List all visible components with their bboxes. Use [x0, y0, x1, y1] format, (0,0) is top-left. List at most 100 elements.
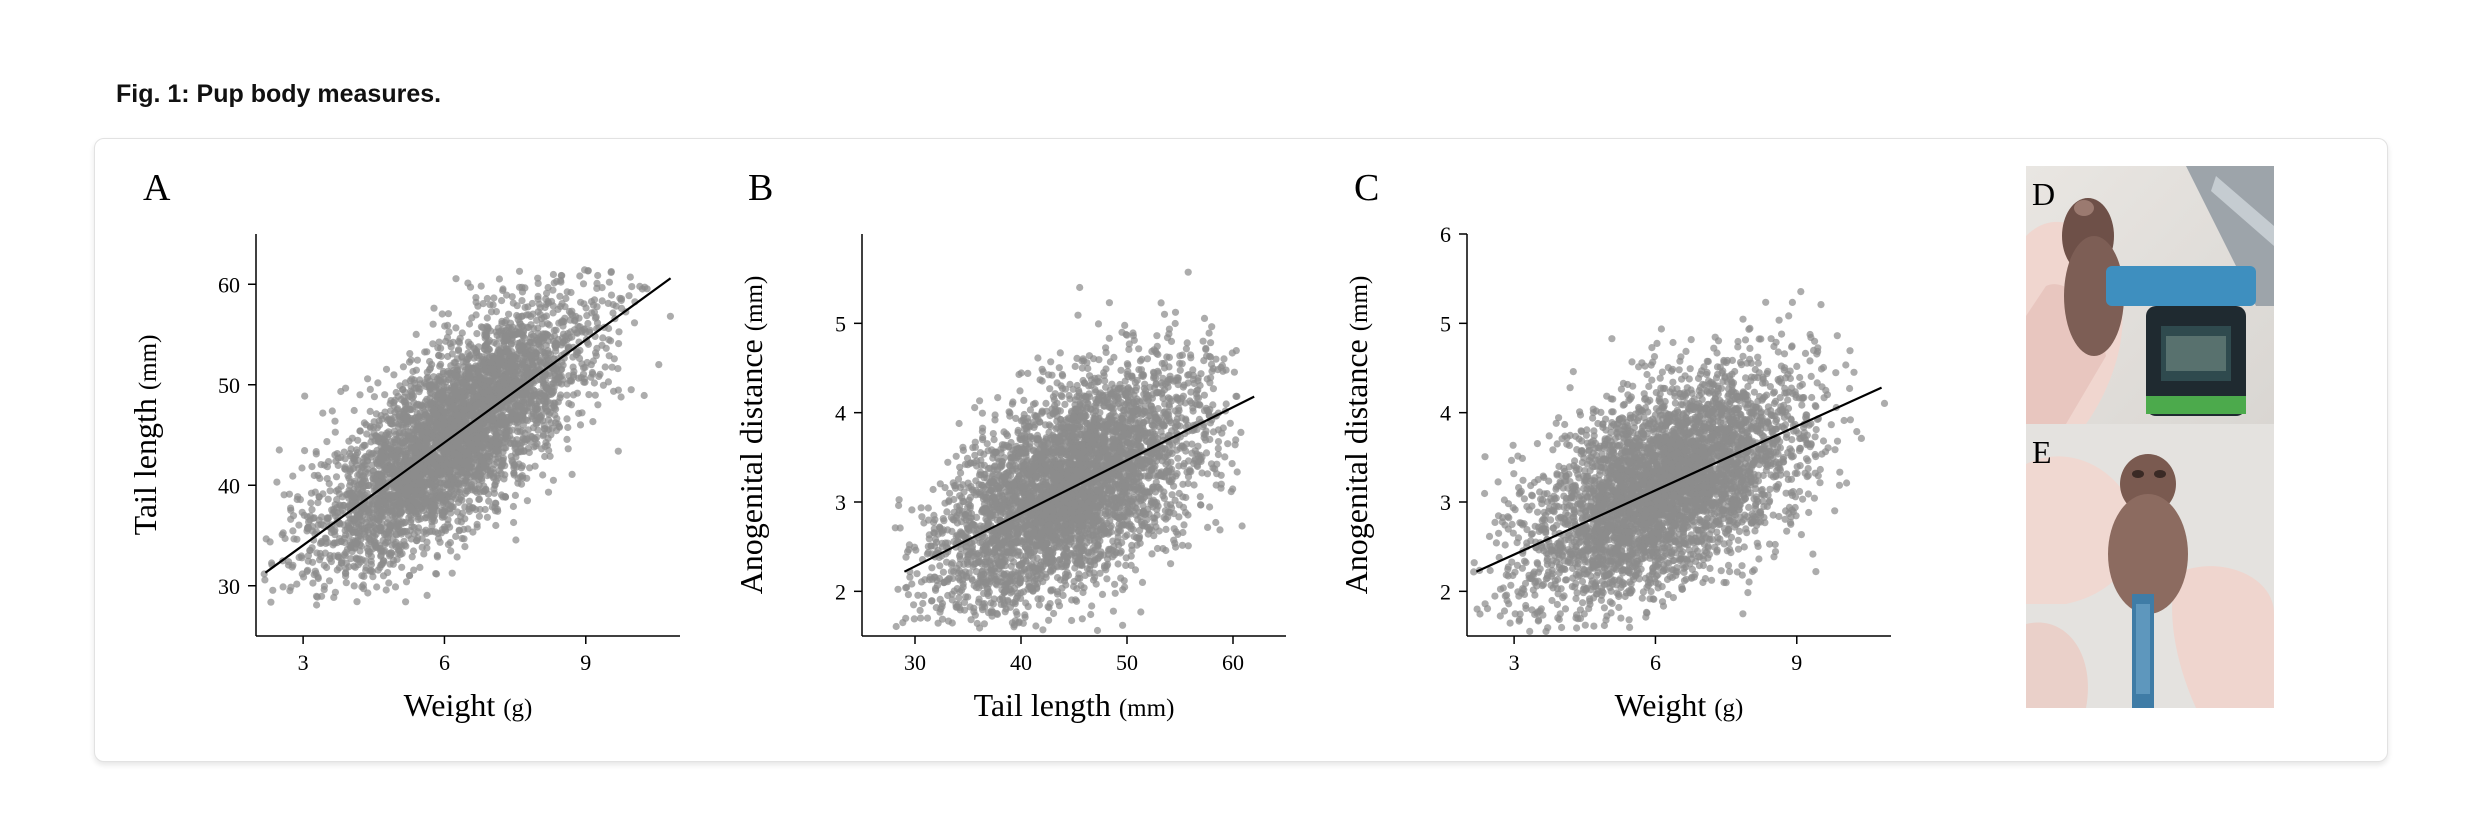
data-point	[331, 451, 339, 459]
data-point	[509, 459, 517, 467]
data-point	[453, 488, 461, 496]
data-point	[332, 473, 341, 481]
data-point	[295, 521, 303, 529]
data-point	[540, 372, 549, 380]
data-point	[353, 598, 361, 606]
data-point	[435, 351, 443, 360]
data-point	[464, 349, 472, 357]
data-point	[398, 563, 406, 571]
data-point	[1221, 453, 1229, 461]
data-point	[314, 499, 322, 507]
data-point	[345, 465, 353, 473]
data-point	[507, 339, 516, 347]
data-point	[439, 448, 447, 456]
data-point	[517, 480, 526, 488]
data-point	[594, 401, 602, 409]
data-point	[554, 398, 562, 406]
data-point	[351, 538, 359, 546]
data-point	[500, 444, 508, 452]
data-point	[518, 337, 526, 346]
data-point	[350, 562, 358, 570]
data-point	[311, 567, 319, 575]
data-point	[407, 356, 415, 364]
data-point	[542, 312, 551, 320]
y-tick-label: 30	[218, 574, 240, 599]
data-point	[509, 502, 517, 511]
data-point	[565, 307, 574, 316]
data-point	[557, 278, 565, 286]
data-point	[312, 448, 320, 456]
data-point	[439, 475, 447, 483]
data-point	[440, 418, 448, 426]
data-point	[461, 460, 469, 468]
data-point	[444, 352, 452, 361]
data-point	[534, 292, 542, 300]
data-point	[373, 515, 381, 523]
data-point	[569, 353, 577, 361]
data-point	[444, 541, 452, 549]
data-point	[563, 391, 571, 399]
data-point	[534, 274, 542, 282]
data-point	[518, 288, 527, 296]
data-point	[523, 497, 532, 505]
data-point	[539, 471, 547, 479]
data-point	[382, 431, 390, 439]
data-point	[443, 333, 452, 341]
data-point	[334, 551, 342, 560]
data-point	[279, 529, 287, 537]
data-point	[429, 340, 437, 348]
data-point	[275, 446, 283, 454]
data-point	[540, 425, 548, 433]
data-point	[558, 380, 566, 388]
y-tick-label: 60	[218, 272, 240, 297]
data-point	[472, 298, 480, 306]
data-point	[549, 476, 558, 484]
data-point	[411, 384, 419, 392]
data-point	[553, 415, 561, 423]
data-point	[415, 414, 423, 422]
data-point	[537, 413, 545, 421]
data-point	[382, 586, 390, 594]
data-point	[469, 528, 477, 536]
data-point	[319, 409, 327, 417]
data-point	[363, 515, 371, 523]
data-point	[323, 515, 332, 523]
data-point	[452, 475, 460, 483]
data-point	[362, 563, 370, 572]
data-point	[544, 354, 552, 362]
data-point	[444, 310, 452, 318]
data-point	[449, 423, 457, 431]
data-point	[450, 450, 458, 458]
data-point	[458, 534, 466, 543]
data-point	[569, 363, 577, 371]
data-point	[474, 466, 482, 474]
data-point	[576, 421, 585, 429]
data-point	[452, 324, 460, 332]
data-point	[439, 367, 447, 376]
data-point	[390, 508, 398, 516]
data-point	[598, 284, 606, 292]
data-point	[1002, 430, 1010, 438]
data-points	[891, 268, 1246, 635]
data-point	[405, 514, 413, 522]
data-point	[323, 563, 331, 572]
data-point	[435, 338, 443, 346]
data-point	[477, 323, 485, 331]
data-point	[360, 504, 368, 512]
data-point	[325, 577, 334, 585]
data-point	[383, 465, 391, 473]
data-point	[513, 427, 522, 436]
data-point	[460, 447, 468, 455]
data-point	[568, 470, 576, 478]
data-point	[447, 460, 455, 469]
data-point	[486, 435, 494, 443]
data-point	[479, 300, 487, 308]
data-point	[320, 582, 328, 590]
data-point	[570, 317, 579, 325]
data-point	[420, 550, 428, 558]
data-point	[346, 450, 354, 458]
data-point	[499, 285, 507, 293]
x-tick-label: 6	[439, 650, 450, 675]
data-point	[514, 316, 522, 324]
